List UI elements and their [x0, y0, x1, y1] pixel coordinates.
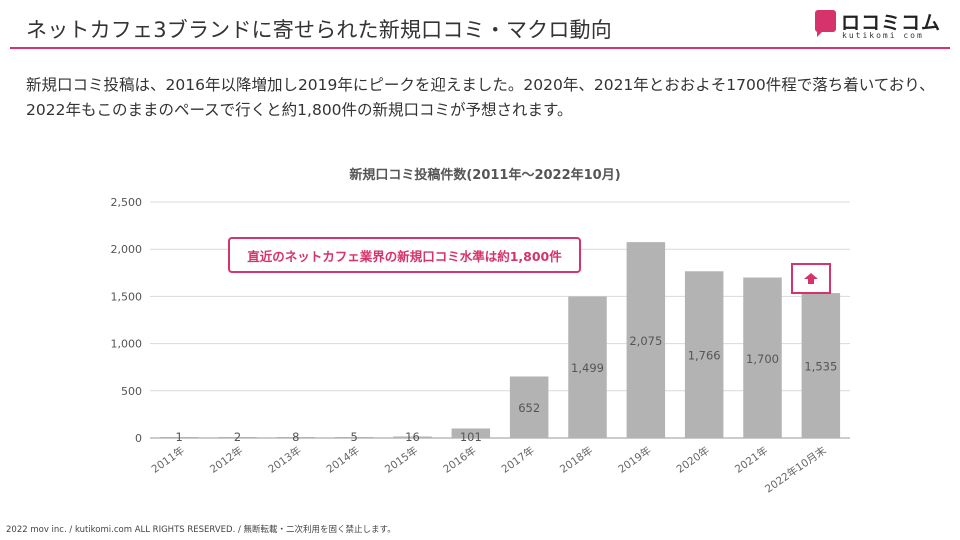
x-tick-label: 2017年 — [499, 444, 537, 476]
forecast-marker — [791, 263, 831, 294]
page-title: ネットカフェ3ブランドに寄せられた新規口コミ・マクロ動向 — [26, 18, 612, 42]
footer-copyright: 2022 mov inc. / kutikomi.com ALL RIGHTS … — [6, 525, 396, 535]
bar-value-label: 2 — [234, 430, 241, 444]
y-axis-ticks: 0 500 1,000 1,500 2,000 2,500 — [111, 196, 143, 445]
bar — [509, 376, 549, 438]
brand-logo[interactable]: ロコミコム kutikomi com — [815, 8, 940, 42]
slide-header: ネットカフェ3ブランドに寄せられた新規口コミ・マクロ動向 — [0, 0, 960, 52]
x-tick-label: 2020年 — [674, 444, 712, 476]
bar — [626, 242, 666, 438]
summary-text: 新規口コミ投稿は、2016年以降増加し2019年にピークを迎えました。2020年… — [26, 76, 935, 119]
x-tick-label: 2015年 — [382, 444, 420, 476]
bar — [451, 428, 491, 438]
bar — [334, 437, 374, 438]
x-tick-label: 2021年 — [732, 444, 770, 476]
x-tick-label: 2019年 — [616, 444, 654, 476]
bar — [218, 437, 257, 438]
speech-bubble-icon — [815, 10, 836, 37]
bar — [276, 437, 316, 438]
x-tick-label: 2013年 — [266, 444, 304, 476]
x-axis-ticks: 2011年 2012年 2013年 2014年 2015年 2016年 2017年 2018年… — [149, 444, 829, 496]
bar — [684, 271, 724, 438]
bar-value-label: 16 — [405, 430, 420, 444]
bar — [743, 277, 782, 438]
bar-value-label: 1,700 — [746, 352, 779, 366]
bar-chart: 新規口コミ投稿件数(2011年〜2022年10月) 0 500 1,000 1,500… — [111, 167, 850, 496]
bar — [801, 293, 841, 438]
bar-value-label: 1,535 — [804, 360, 837, 374]
bar-value-label: 1,766 — [688, 349, 721, 363]
annotation-text: 直近のネットカフェ業界の新規口コミ水準は約1,800件 — [247, 248, 562, 264]
y-tick-label: 2,000 — [111, 243, 143, 256]
y-tick-label: 0 — [135, 432, 142, 445]
value-labels: 1 2 8 5 16 101 652 1,499 2,075 1,766 1,700 1,535 — [176, 334, 838, 444]
up-arrow-icon — [804, 272, 818, 284]
title-divider — [10, 47, 950, 49]
bar-value-label: 1 — [176, 430, 183, 444]
x-tick-label: 2018年 — [557, 444, 595, 476]
x-tick-label: 2012年 — [207, 444, 245, 476]
bar-value-label: 652 — [518, 401, 540, 415]
x-tick-label: 2016年 — [441, 444, 479, 476]
chart-title: 新規口コミ投稿件数(2011年〜2022年10月) — [349, 167, 620, 183]
bar-value-label: 8 — [292, 430, 299, 444]
bar-value-label: 5 — [351, 430, 358, 444]
bar — [393, 436, 432, 438]
bar-value-label: 101 — [460, 430, 482, 444]
bar-value-label: 1,499 — [571, 361, 604, 375]
x-tick-label: 2022年10月末 — [762, 444, 829, 496]
bar-value-label: 2,075 — [629, 334, 662, 348]
bar — [159, 437, 199, 438]
bar — [568, 296, 607, 438]
y-tick-label: 500 — [121, 385, 142, 398]
y-tick-label: 1,500 — [111, 290, 143, 303]
x-tick-label: 2011年 — [149, 444, 187, 476]
bars — [159, 242, 841, 438]
x-tick-label: 2014年 — [324, 444, 362, 476]
annotation-callout: 直近のネットカフェ業界の新規口コミ水準は約1,800件 — [228, 237, 581, 273]
logo-text: ロコミコム — [841, 12, 942, 34]
logo-subtext: kutikomi com — [842, 31, 924, 40]
y-tick-label: 1,000 — [111, 338, 143, 351]
y-tick-label: 2,500 — [111, 196, 143, 209]
